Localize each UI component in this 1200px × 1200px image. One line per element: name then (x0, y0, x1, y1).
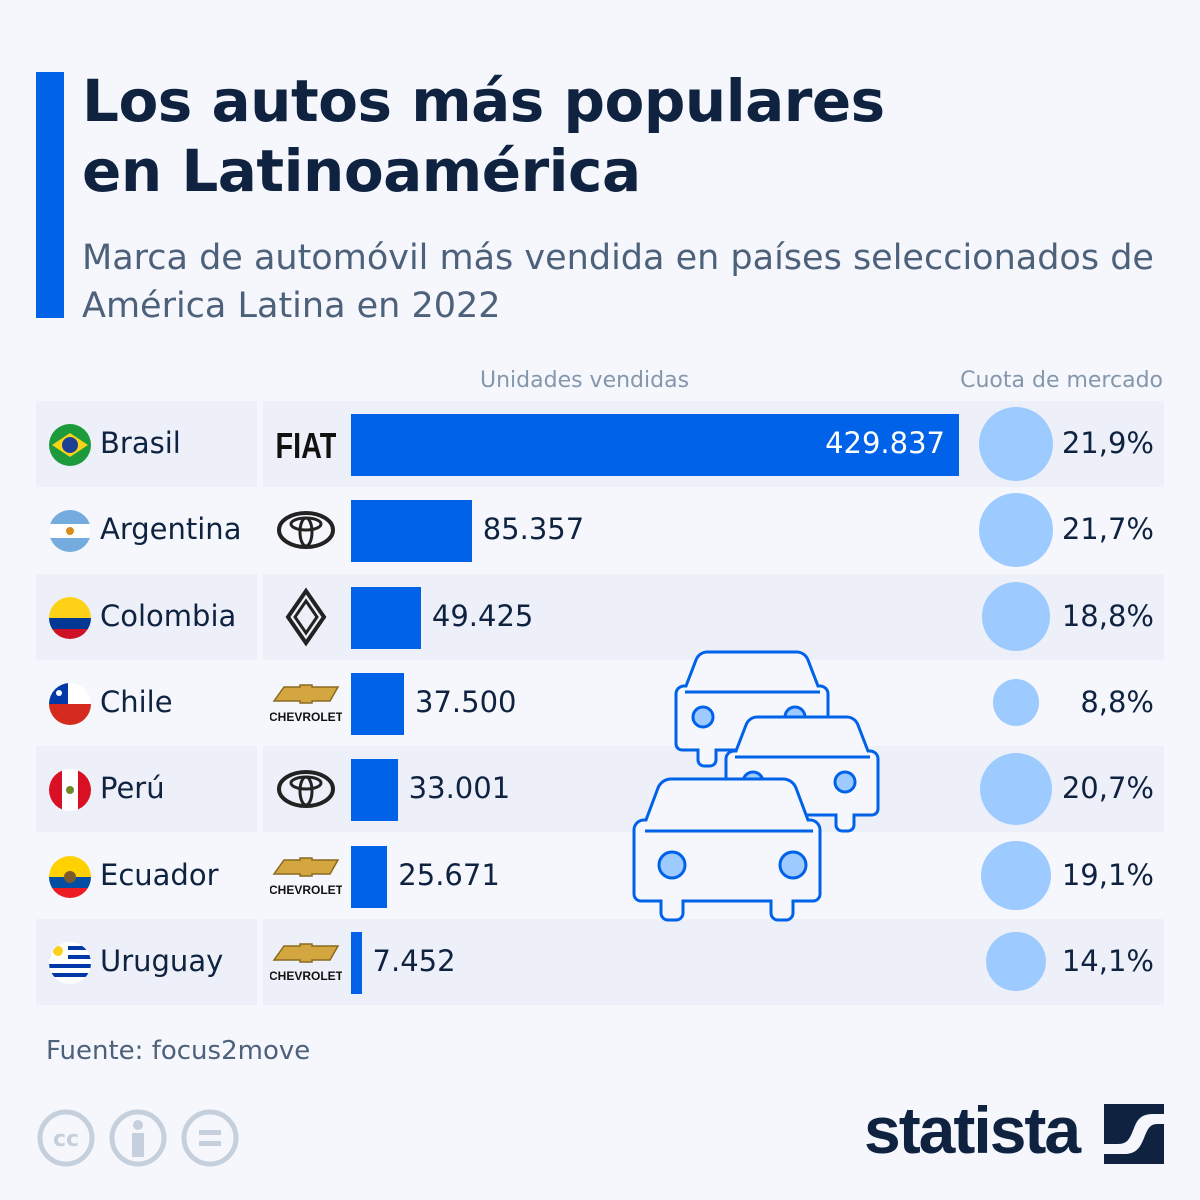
chevrolet-logo: CHEVROLET (270, 678, 342, 728)
flag-icon (49, 769, 91, 812)
units-bar (351, 845, 388, 908)
units-column-header: Unidades vendidas (480, 368, 690, 393)
cc-icon[interactable]: cc (36, 1108, 96, 1168)
share-circle (979, 407, 1053, 481)
flag-icon (49, 855, 91, 898)
accent-bar (36, 72, 64, 318)
share-label: 14,1% (1061, 943, 1154, 978)
share-label: 21,9% (1061, 426, 1154, 460)
renault-logo (270, 587, 342, 647)
share-label: 19,1% (1061, 857, 1154, 892)
share-circle (979, 493, 1053, 568)
svg-text:cc: cc (53, 1127, 79, 1152)
country-label: Uruguay (100, 943, 224, 978)
svg-text:FIAT: FIAT (276, 425, 336, 464)
statista-logo[interactable]: statista (864, 1093, 1081, 1167)
country-label: Argentina (100, 512, 242, 547)
share-label: 18,8% (1061, 598, 1154, 633)
country-label: Chile (100, 684, 173, 719)
svg-text:CHEVROLET: CHEVROLET (270, 883, 342, 897)
source-note: Fuente: focus2move (46, 1036, 311, 1066)
flag-icon (49, 682, 91, 725)
units-bar (351, 586, 421, 649)
table-row: Brasil FIAT 429.837 21,9% (36, 401, 1164, 487)
fiat-logo: FIAT (270, 419, 342, 469)
flag-icon (49, 424, 91, 466)
flag-icon (49, 596, 91, 639)
units-label: 429.837 (825, 426, 945, 460)
units-bar (351, 759, 398, 822)
share-column-header: Cuota de mercado (960, 368, 1163, 393)
svg-text:CHEVROLET: CHEVROLET (270, 969, 342, 983)
units-label: 33.001 (408, 771, 511, 806)
attribution-icon[interactable] (108, 1108, 168, 1168)
units-bar (351, 500, 472, 563)
country-label: Ecuador (100, 857, 219, 892)
toyota-logo (270, 505, 342, 555)
share-circle (981, 582, 1051, 651)
table-row: Argentina 85.357 21,7% (36, 487, 1164, 573)
units-bar (351, 414, 959, 476)
table-row: Uruguay CHEVROLET 7.452 14,1% (36, 918, 1164, 1005)
toyota-logo (270, 764, 342, 814)
country-label: Brasil (100, 426, 181, 460)
no-derivatives-icon[interactable] (180, 1108, 240, 1168)
units-bar (351, 931, 362, 994)
table-row: Chile CHEVROLET 37.500 8,8% (36, 660, 1164, 746)
chevrolet-logo: CHEVROLET (270, 937, 342, 987)
units-label: 37.500 (415, 684, 517, 719)
title-line-2: en Latinoamérica (82, 137, 641, 205)
table-row: Colombia 49.425 18,8% (36, 573, 1164, 660)
table-row: Perú 33.001 20,7% (36, 746, 1164, 833)
share-circle (986, 932, 1046, 992)
share-circle (992, 679, 1040, 727)
statista-mark-icon (1104, 1104, 1164, 1164)
flag-icon (49, 510, 91, 553)
units-label: 25.671 (398, 857, 500, 892)
subtitle: Marca de automóvil más vendida en países… (82, 238, 1154, 326)
svg-text:CHEVROLET: CHEVROLET (270, 710, 342, 724)
share-circle (980, 753, 1052, 826)
units-bar (351, 672, 405, 735)
share-label: 8,8% (1080, 684, 1154, 719)
units-label: 85.357 (482, 512, 585, 547)
page-title: Los autos más populares en Latinoamérica (82, 66, 885, 206)
table-row: Ecuador CHEVROLET 25.671 19,1% (36, 833, 1164, 919)
share-circle (981, 840, 1051, 911)
flag-icon (49, 941, 91, 984)
cars-illustration-icon (632, 650, 880, 922)
title-line-1: Los autos más populares (82, 67, 885, 135)
units-label: 7.452 (372, 943, 456, 978)
chevrolet-logo: CHEVROLET (270, 851, 342, 901)
share-label: 20,7% (1061, 771, 1154, 806)
country-label: Colombia (100, 598, 237, 633)
share-label: 21,7% (1061, 512, 1154, 547)
units-label: 49.425 (431, 598, 534, 633)
country-label: Perú (100, 771, 165, 806)
